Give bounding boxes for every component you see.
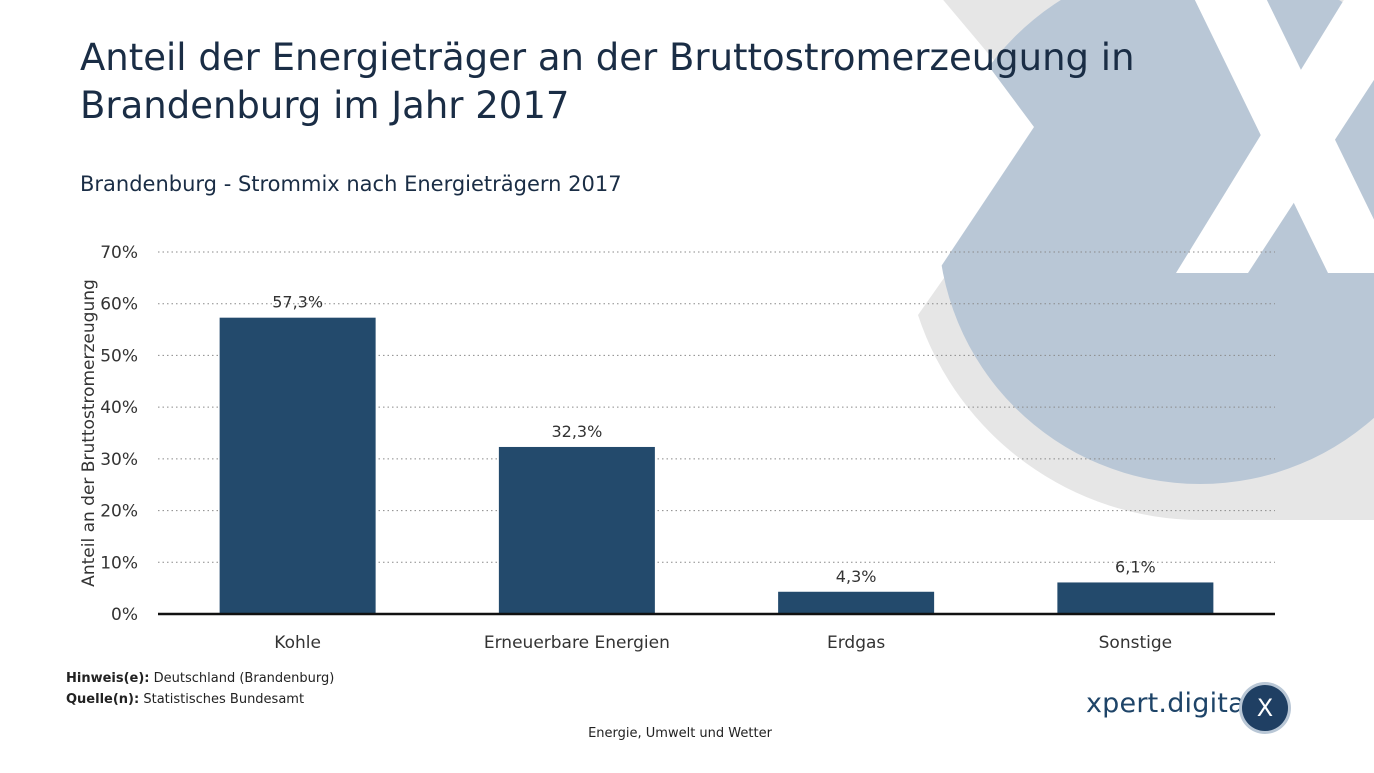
brand-x-logo-icon[interactable]: X (1242, 685, 1288, 731)
bars (219, 317, 1214, 614)
category-label: Sonstige (1099, 633, 1172, 653)
footnotes: Hinweis(e): Deutschland (Brandenburg) Qu… (66, 668, 334, 710)
y-tick-label: 40% (100, 398, 138, 418)
x-axis-categories: Kohle Erneuerbare Energien Erdgas Sonstige (274, 633, 1172, 653)
y-tick-label: 10% (100, 553, 138, 573)
bar-value-label: 6,1% (1115, 557, 1156, 576)
source-label: Quelle(n): (66, 692, 140, 707)
category-label: Kohle (274, 633, 321, 653)
bar-value-label: 57,3% (272, 293, 323, 312)
y-axis-ticks: 0% 10% 20% 30% 40% 50% 60% 70% (100, 243, 138, 625)
bar (1057, 582, 1214, 614)
category-label: Erneuerbare Energien (484, 633, 670, 653)
chart-subtitle: Brandenburg - Strommix nach Energieträge… (80, 172, 622, 196)
chart-title: Anteil der Energieträger an der Bruttost… (80, 36, 1135, 127)
note-text: Deutschland (Brandenburg) (153, 671, 335, 686)
note-label: Hinweis(e): (66, 671, 150, 686)
bar (219, 317, 376, 614)
bar-value-label: 4,3% (836, 567, 877, 586)
category-label: Erdgas (827, 633, 885, 653)
note-line: Hinweis(e): Deutschland (Brandenburg) (66, 668, 334, 689)
bar (778, 591, 935, 614)
y-tick-label: 60% (100, 295, 138, 315)
gridlines (158, 251, 1275, 563)
y-tick-label: 0% (111, 605, 138, 625)
bar-value-label: 32,3% (551, 422, 602, 441)
source-text: Statistisches Bundesamt (143, 692, 305, 707)
bar (498, 446, 655, 614)
y-axis-title: Anteil an der Bruttostromerzeugung (79, 279, 99, 587)
data-labels: 57,3% 32,3% 4,3% 6,1% (272, 293, 1155, 586)
footer-category: Energie, Umwelt und Wetter (588, 726, 772, 741)
y-tick-label: 30% (100, 450, 138, 470)
logo-x-letter-shape (1176, 0, 1374, 273)
y-tick-label: 70% (100, 243, 138, 263)
logo-notch-shape (900, 0, 1034, 280)
source-line: Quelle(n): Statistisches Bundesamt (66, 689, 334, 710)
y-tick-label: 50% (100, 346, 138, 366)
brand-name[interactable]: xpert.digital (1086, 688, 1253, 719)
y-tick-label: 20% (100, 502, 138, 522)
